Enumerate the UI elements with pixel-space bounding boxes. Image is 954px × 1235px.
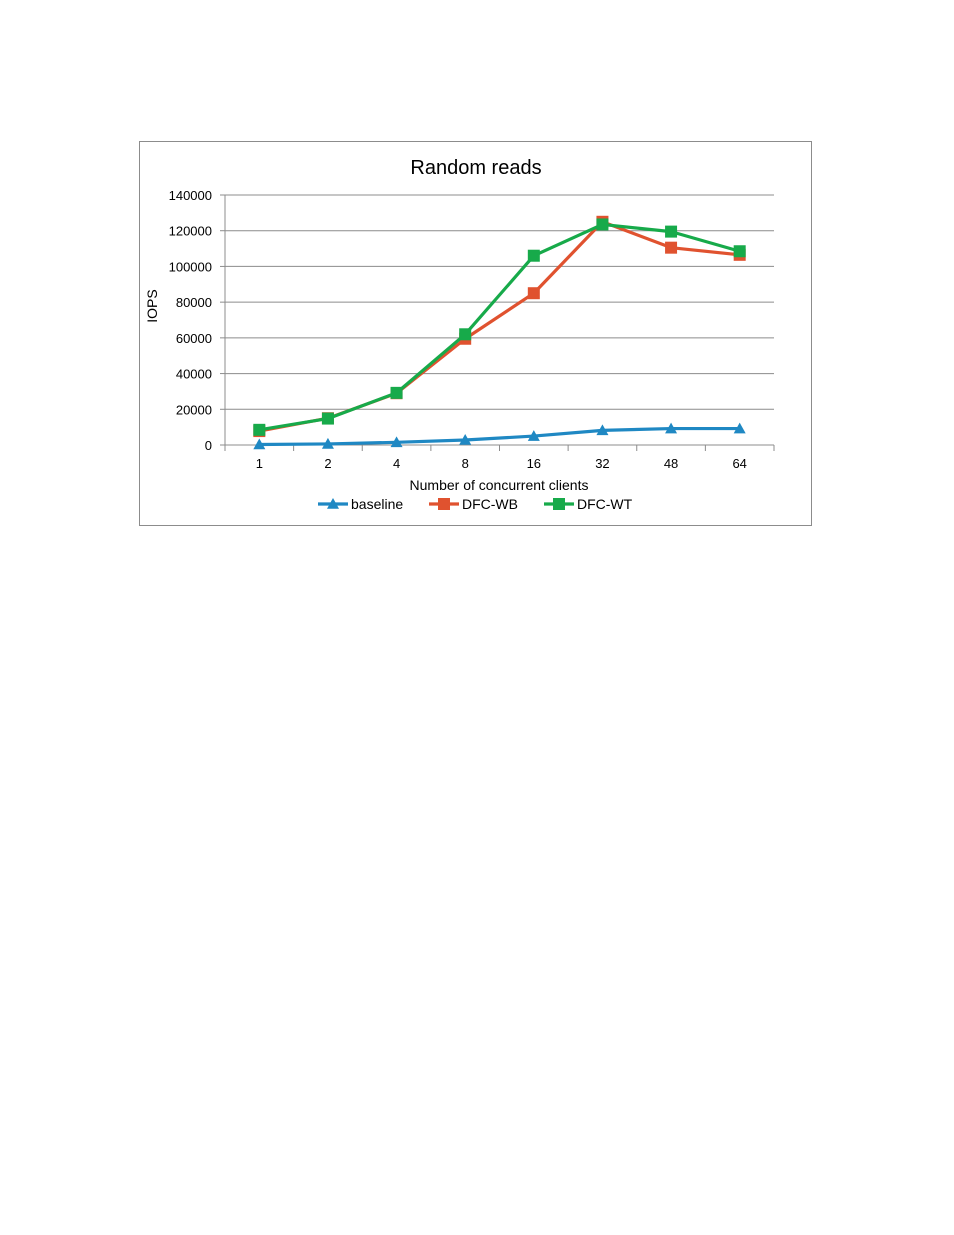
data-point [527, 430, 540, 441]
x-tick-label: 1 [256, 456, 263, 471]
y-tick-labels: 0 20000 40000 60000 80000 100000 120000 140000 [169, 188, 212, 453]
data-point [253, 438, 266, 450]
legend-marker [553, 498, 565, 510]
x-tick-label: 48 [664, 456, 678, 471]
y-tick-label: 120000 [169, 224, 212, 239]
axes [220, 194, 775, 451]
x-tick-label: 4 [393, 456, 400, 471]
x-tick-label: 8 [462, 456, 469, 471]
data-point [390, 386, 403, 399]
y-tick-label: 40000 [176, 367, 212, 382]
line-chart: Random reads 0 20000 40000 60000 80000 100000… [144, 157, 775, 512]
data-point [665, 225, 678, 238]
series-line [259, 426, 740, 447]
x-tick-label: 2 [324, 456, 331, 471]
data-point [459, 328, 472, 341]
y-tick-label: 100000 [169, 259, 212, 274]
x-tick-label: 16 [527, 456, 541, 471]
data-point [527, 249, 540, 262]
data-point [596, 218, 609, 231]
y-tick-label: 0 [205, 438, 212, 453]
legend: baseline DFC-WB DFC-WT [318, 496, 633, 512]
legend-marker [327, 498, 339, 509]
legend-entry: baseline [318, 496, 403, 512]
series-dfc-wt [253, 218, 746, 436]
legend-entry: DFC-WT [544, 496, 633, 512]
legend-label: baseline [351, 496, 403, 512]
y-tick-label: 140000 [169, 188, 212, 203]
y-tick-label: 60000 [176, 331, 212, 346]
data-point [733, 422, 746, 434]
data-point [321, 437, 334, 449]
series-dfc-wb [253, 215, 746, 438]
data-point [665, 241, 678, 254]
chart-title: Random reads [410, 157, 541, 179]
data-point [596, 424, 609, 436]
data-point [665, 422, 678, 434]
legend-marker [438, 498, 450, 510]
legend-label: DFC-WB [462, 496, 518, 512]
data-point [527, 287, 540, 300]
x-tick-labels: 1 2 4 8 16 32 48 64 [256, 456, 747, 471]
y-tick-label: 80000 [176, 295, 212, 310]
data-point [459, 434, 472, 445]
data-point [321, 412, 334, 425]
y-axis-label: IOPS [144, 289, 160, 322]
x-tick-label: 32 [595, 456, 609, 471]
legend-entry: DFC-WB [429, 496, 518, 512]
data-point [733, 245, 746, 258]
gridlines [225, 194, 774, 410]
data-point [253, 423, 266, 436]
x-tick-label: 64 [732, 456, 746, 471]
series-baseline [253, 422, 746, 450]
legend-label: DFC-WT [577, 496, 633, 512]
y-tick-label: 20000 [176, 402, 212, 417]
data-point [390, 436, 403, 448]
series [253, 215, 746, 450]
chart-frame: Random reads 0 20000 40000 60000 80000 100000… [139, 141, 812, 526]
x-axis-label: Number of concurrent clients [410, 477, 589, 493]
series-line [259, 222, 741, 432]
